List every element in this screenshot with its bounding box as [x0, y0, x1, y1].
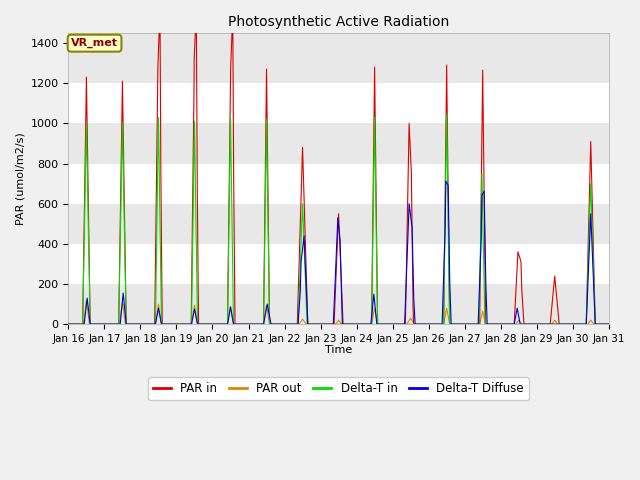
Y-axis label: PAR (umol/m2/s): PAR (umol/m2/s)	[15, 132, 25, 225]
Bar	[68, 83, 609, 123]
PAR in	[605, 321, 612, 327]
Delta-T in	[605, 321, 612, 327]
PAR out	[233, 321, 241, 327]
Delta-T Diffuse	[99, 321, 106, 327]
Bar	[68, 43, 609, 83]
PAR in	[65, 321, 72, 327]
Delta-T in	[482, 321, 490, 327]
PAR out	[605, 321, 612, 327]
Bar	[68, 204, 609, 244]
Bar	[68, 164, 609, 204]
PAR out	[482, 321, 490, 327]
Delta-T Diffuse	[605, 321, 612, 327]
Delta-T in	[99, 321, 106, 327]
Delta-T Diffuse	[129, 321, 137, 327]
Delta-T Diffuse	[442, 178, 450, 184]
PAR out	[99, 321, 106, 327]
Delta-T in	[65, 321, 72, 327]
PAR out	[438, 321, 445, 327]
PAR in	[482, 321, 490, 327]
Bar	[68, 123, 609, 164]
PAR out	[83, 297, 90, 303]
PAR in	[438, 321, 445, 327]
Line: PAR out: PAR out	[68, 300, 609, 324]
Delta-T Diffuse	[232, 321, 240, 327]
Line: Delta-T Diffuse: Delta-T Diffuse	[68, 181, 609, 324]
PAR in	[233, 321, 241, 327]
PAR out	[130, 321, 138, 327]
PAR in	[129, 321, 136, 327]
Bar	[68, 244, 609, 284]
Delta-T Diffuse	[482, 281, 490, 287]
Delta-T in	[438, 321, 445, 327]
Text: VR_met: VR_met	[71, 38, 118, 48]
Line: PAR in: PAR in	[68, 9, 609, 324]
Legend: PAR in, PAR out, Delta-T in, Delta-T Diffuse: PAR in, PAR out, Delta-T in, Delta-T Dif…	[148, 377, 529, 400]
PAR out	[129, 321, 136, 327]
Delta-T in	[443, 110, 451, 116]
PAR in	[129, 321, 137, 327]
PAR in	[99, 321, 106, 327]
Delta-T in	[129, 321, 136, 327]
Delta-T in	[232, 321, 240, 327]
Bar	[68, 284, 609, 324]
Title: Photosynthetic Active Radiation: Photosynthetic Active Radiation	[228, 15, 449, 29]
Delta-T Diffuse	[129, 321, 136, 327]
Line: Delta-T in: Delta-T in	[68, 113, 609, 324]
X-axis label: Time: Time	[325, 345, 352, 355]
Delta-T Diffuse	[65, 321, 72, 327]
Delta-T in	[129, 321, 137, 327]
Delta-T Diffuse	[438, 321, 445, 327]
PAR in	[193, 6, 200, 12]
PAR out	[65, 321, 72, 327]
